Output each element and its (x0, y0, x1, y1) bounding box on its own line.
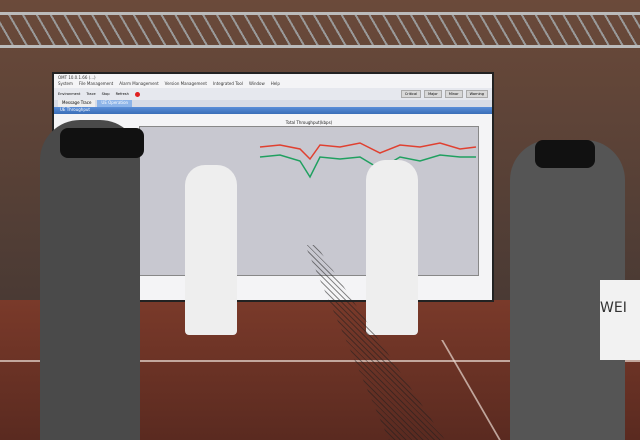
vr-headset-icon (60, 128, 144, 158)
menu-help[interactable]: Help (270, 81, 280, 86)
toolbar-stop[interactable]: Stop (101, 92, 110, 96)
stage-truss (0, 12, 640, 48)
major-button[interactable]: Major (424, 90, 442, 98)
panel-title: UE Throughput (54, 107, 492, 114)
court-line (441, 340, 501, 440)
series-red (259, 142, 477, 161)
menu-bar: System File Management Alarm Management … (54, 81, 492, 88)
record-icon[interactable] (134, 91, 140, 97)
toolbar-environment[interactable]: Environment (58, 92, 81, 96)
person-host-right (366, 160, 418, 335)
banner: WEI (600, 280, 640, 360)
menu-system[interactable]: System (58, 81, 73, 86)
tab-message-trace[interactable]: Message Trace (58, 100, 96, 107)
menu-version-management[interactable]: Version Management (164, 81, 207, 86)
projection-screen: OMT 10.0.1.66 (...) System File Manageme… (52, 72, 494, 302)
tab-bar: Message Trace UE Operation (54, 100, 492, 107)
toolbar: Environment Trace Stop Refresh Critical … (54, 88, 492, 100)
chart-title: Total Throughput(kbps) (285, 120, 333, 125)
series-green (259, 154, 476, 179)
throughput-lines (259, 142, 477, 179)
toolbar-trace[interactable]: Trace (86, 92, 96, 96)
menu-alarm-management[interactable]: Alarm Management (119, 81, 159, 86)
person-host-left (185, 165, 237, 335)
minor-button[interactable]: Minor (444, 90, 463, 98)
critical-button[interactable]: Critical (400, 90, 422, 98)
warning-button[interactable]: Warning (465, 90, 488, 98)
toolbar-refresh[interactable]: Refresh (115, 92, 129, 96)
menu-integrated-tool[interactable]: Integrated Tool (212, 81, 243, 86)
menu-window[interactable]: Window (248, 81, 265, 86)
tab-ue-operation[interactable]: UE Operation (97, 100, 133, 107)
vr-headset-icon (535, 140, 595, 168)
court-line (0, 360, 640, 362)
menu-file-management[interactable]: File Management (78, 81, 114, 86)
person-vr-left (40, 120, 140, 440)
window-title: OMT 10.0.1.66 (...) (58, 75, 96, 80)
